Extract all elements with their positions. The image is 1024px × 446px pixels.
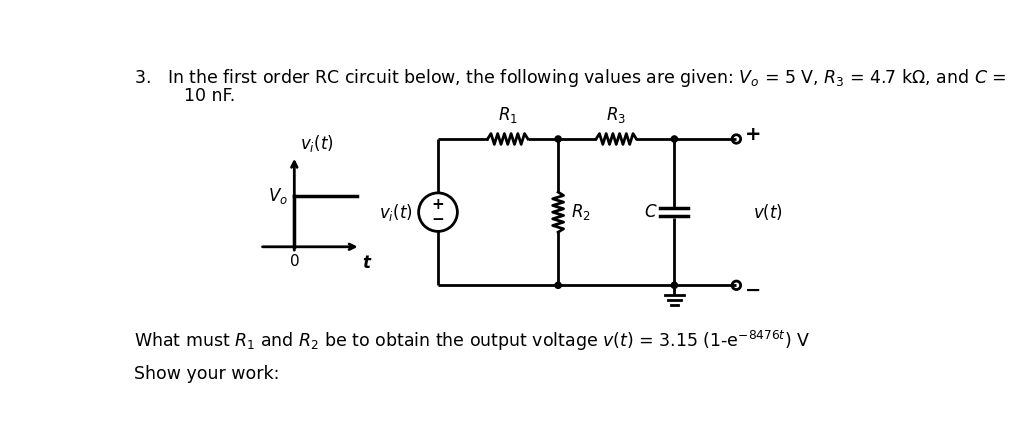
Text: 3.   In the first order RC circuit below, the following values are given: $V_o$ : 3. In the first order RC circuit below, … xyxy=(134,67,1007,89)
Text: $R_1$: $R_1$ xyxy=(498,105,518,125)
Text: $v(t)$: $v(t)$ xyxy=(754,202,783,222)
Text: What must $R_1$ and $R_2$ be to obtain the output voltage $v(t)$ = 3.15 (1-e$^{-: What must $R_1$ and $R_2$ be to obtain t… xyxy=(134,329,810,353)
Text: $R_2$: $R_2$ xyxy=(571,202,591,222)
Text: −: − xyxy=(745,281,762,299)
Text: $V_o$: $V_o$ xyxy=(268,186,288,206)
Text: $v_i(t)$: $v_i(t)$ xyxy=(379,202,413,223)
Text: +: + xyxy=(432,197,444,212)
Text: t: t xyxy=(361,255,370,273)
Text: $C$: $C$ xyxy=(644,203,657,221)
Text: +: + xyxy=(745,125,762,144)
Circle shape xyxy=(672,136,678,142)
Text: Show your work:: Show your work: xyxy=(134,364,280,383)
Circle shape xyxy=(672,282,678,289)
Text: −: − xyxy=(432,212,444,227)
Circle shape xyxy=(555,282,561,289)
Text: $v_i(t)$: $v_i(t)$ xyxy=(300,133,334,154)
Text: $R_3$: $R_3$ xyxy=(606,105,627,125)
Text: 0: 0 xyxy=(290,255,299,269)
Circle shape xyxy=(555,136,561,142)
Text: 10 nF.: 10 nF. xyxy=(183,87,236,105)
